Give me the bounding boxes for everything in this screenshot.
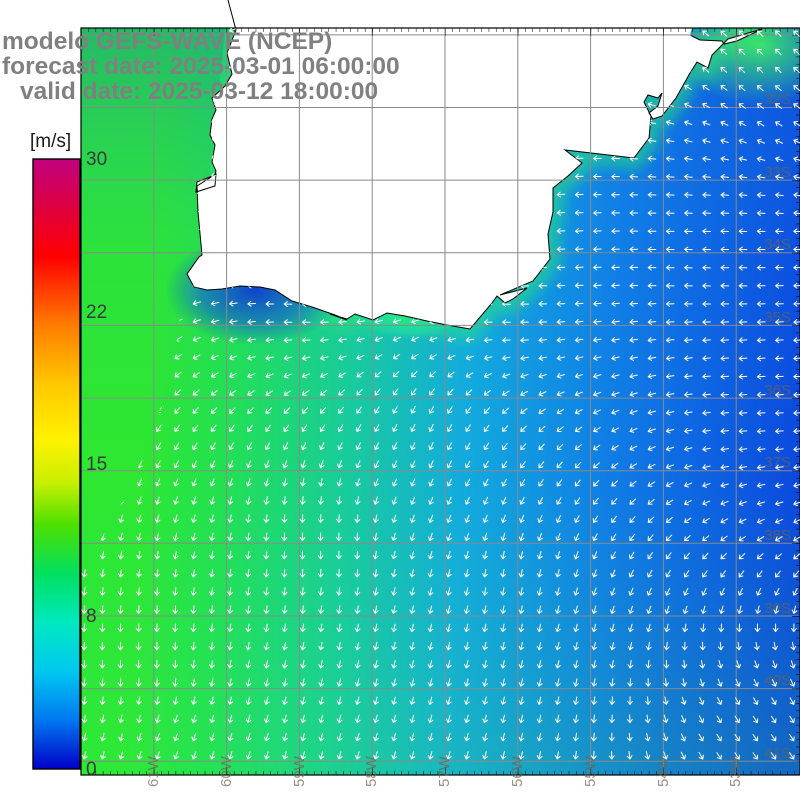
svg-text:30: 30	[86, 149, 107, 170]
svg-text:8: 8	[86, 606, 97, 627]
svg-text:60W: 60W	[218, 755, 235, 787]
svg-text:40S: 40S	[764, 672, 791, 689]
svg-text:valid date: 2025-03-12 18:00:0: valid date: 2025-03-12 18:00:00	[20, 78, 378, 105]
svg-text:56W: 56W	[509, 755, 526, 787]
svg-text:0: 0	[86, 759, 97, 780]
svg-text:61W: 61W	[145, 755, 162, 787]
svg-text:22: 22	[86, 302, 107, 323]
svg-text:15: 15	[86, 454, 107, 475]
svg-text:[m/s]: [m/s]	[30, 131, 71, 152]
svg-text:57W: 57W	[436, 755, 453, 787]
svg-text:forecast date: 2025-03-01 06:0: forecast date: 2025-03-01 06:00:00	[2, 53, 400, 80]
svg-text:53W: 53W	[727, 755, 744, 787]
svg-text:55W: 55W	[582, 755, 599, 787]
svg-text:41S: 41S	[764, 745, 791, 762]
svg-text:38S: 38S	[764, 527, 791, 544]
svg-text:modelo GEFS-WAVE (NCEP): modelo GEFS-WAVE (NCEP)	[2, 28, 332, 55]
svg-text:59W: 59W	[291, 755, 308, 787]
svg-text:39S: 39S	[764, 600, 791, 617]
svg-text:54W: 54W	[655, 755, 672, 787]
svg-text:58W: 58W	[363, 755, 380, 787]
